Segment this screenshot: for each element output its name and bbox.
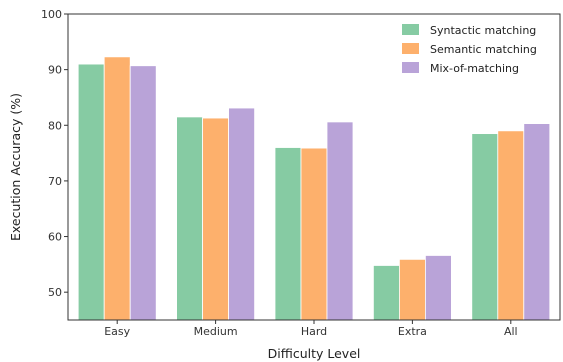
y-tick-label: 70 bbox=[48, 175, 62, 188]
bar-syntactic-matching-hard bbox=[274, 147, 302, 321]
bar-semantic-matching-extra bbox=[398, 258, 426, 321]
bar-syntactic-matching-easy bbox=[77, 63, 105, 321]
y-axis-label: Execution Accuracy (%) bbox=[8, 93, 23, 241]
legend: Syntactic matching Semantic matching Mix-o… bbox=[402, 24, 537, 75]
bar-mix-of-matching-hard bbox=[326, 121, 354, 321]
bar-mix-of-matching-extra bbox=[424, 255, 452, 321]
legend-label-syntactic-matching: Syntactic matching bbox=[430, 24, 536, 37]
x-tick-label-extra: Extra bbox=[398, 325, 427, 338]
legend-label-mix-of-matching: Mix-of-matching bbox=[430, 62, 519, 75]
x-tick-label-medium: Medium bbox=[194, 325, 238, 338]
bar-syntactic-matching-all bbox=[471, 133, 499, 321]
x-axis-label: Difficulty Level bbox=[268, 346, 361, 361]
y-tick-label: 50 bbox=[48, 286, 62, 299]
y-tick-label: 100 bbox=[41, 8, 62, 21]
bar-semantic-matching-medium bbox=[202, 117, 230, 321]
y-tick-label: 60 bbox=[48, 231, 62, 244]
legend-swatch-syntactic-matching bbox=[402, 24, 419, 35]
bar-mix-of-matching-easy bbox=[129, 65, 157, 321]
bar-semantic-matching-easy bbox=[103, 56, 131, 321]
bar-semantic-matching-hard bbox=[300, 147, 328, 321]
bar-mix-of-matching-medium bbox=[228, 107, 256, 321]
y-tick-label: 80 bbox=[48, 119, 62, 132]
bar-semantic-matching-all bbox=[497, 130, 525, 321]
x-axis-ticks: Easy Medium Hard Extra All bbox=[104, 320, 518, 338]
legend-swatch-mix-of-matching bbox=[402, 62, 419, 73]
y-tick-label: 90 bbox=[48, 64, 62, 77]
x-tick-label-hard: Hard bbox=[301, 325, 327, 338]
bar-syntactic-matching-extra bbox=[372, 265, 400, 321]
plot-frame bbox=[67, 13, 561, 321]
bar-mix-of-matching-all bbox=[523, 123, 551, 321]
legend-swatch-semantic-matching bbox=[402, 43, 419, 54]
y-axis-ticks: 50 60 70 80 90 100 bbox=[41, 8, 68, 299]
bars bbox=[77, 56, 551, 321]
bar-syntactic-matching-medium bbox=[176, 116, 204, 321]
x-tick-label-easy: Easy bbox=[104, 325, 130, 338]
legend-label-semantic-matching: Semantic matching bbox=[430, 43, 537, 56]
x-tick-label-all: All bbox=[504, 325, 518, 338]
